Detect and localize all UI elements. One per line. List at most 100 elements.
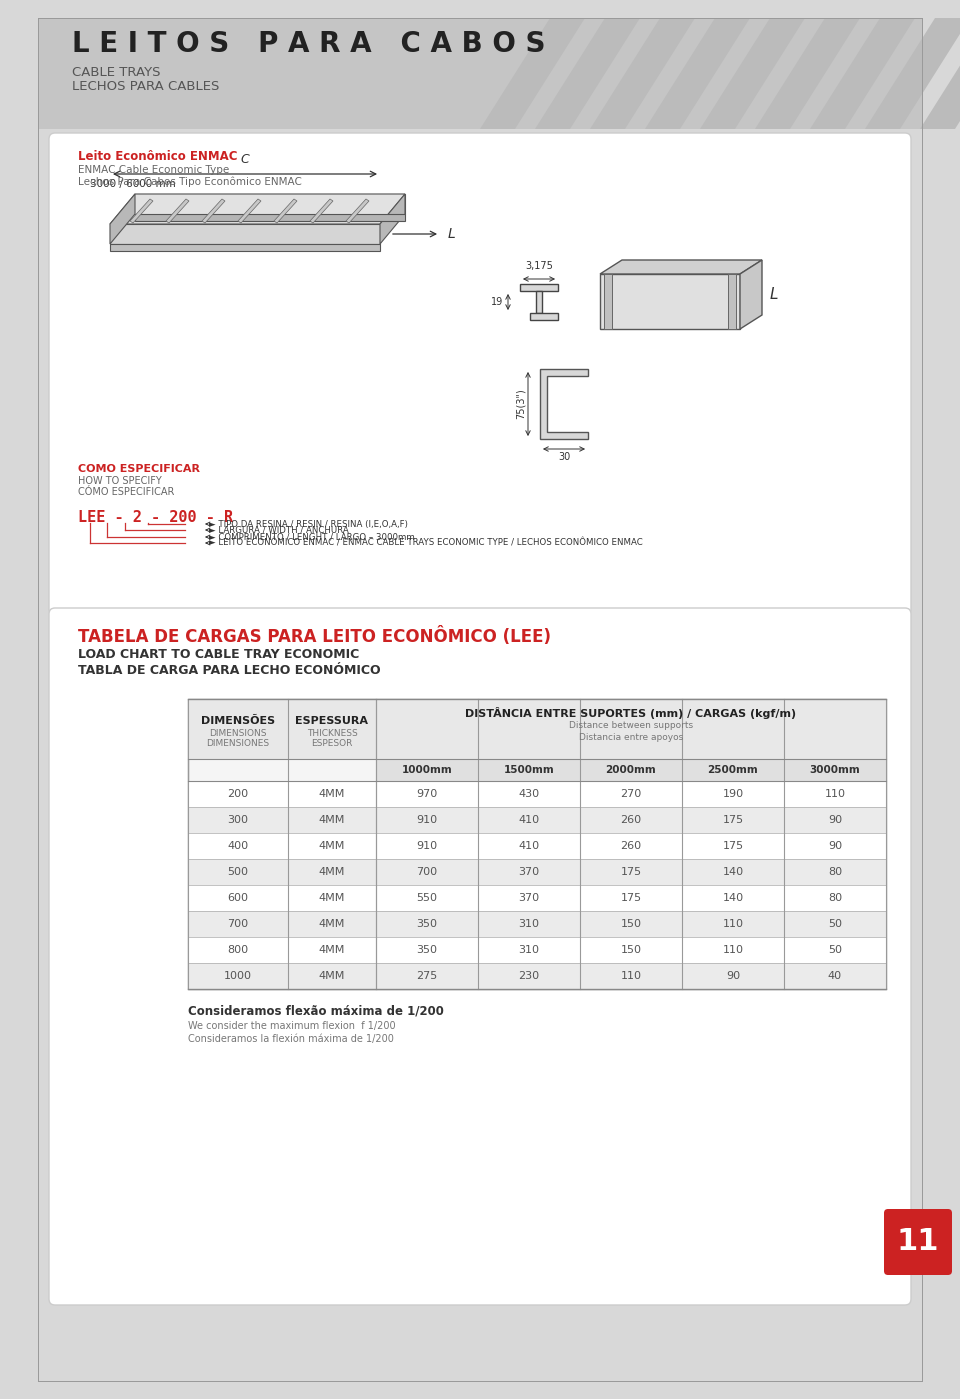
Text: 190: 190 — [723, 789, 744, 799]
Polygon shape — [700, 18, 805, 129]
Polygon shape — [728, 274, 736, 329]
Text: ► TIPO DA RESINA / RESIN / RESINA (I,E,O,A,F): ► TIPO DA RESINA / RESIN / RESINA (I,E,O… — [209, 519, 408, 529]
Polygon shape — [810, 18, 915, 129]
Text: 350: 350 — [417, 919, 438, 929]
Bar — [188, 781, 886, 807]
Polygon shape — [110, 224, 380, 243]
Text: 3000 / 6000 mm: 3000 / 6000 mm — [90, 179, 176, 189]
Text: DIMENSIONS: DIMENSIONS — [209, 729, 267, 737]
Text: 150: 150 — [620, 944, 641, 956]
Polygon shape — [540, 369, 588, 439]
Text: 4MM: 4MM — [319, 789, 346, 799]
Text: 4MM: 4MM — [319, 867, 346, 877]
Text: 4MM: 4MM — [319, 919, 346, 929]
Polygon shape — [166, 199, 189, 222]
Polygon shape — [135, 214, 405, 221]
Text: 1000: 1000 — [224, 971, 252, 981]
Text: 310: 310 — [518, 919, 540, 929]
Text: 110: 110 — [723, 944, 743, 956]
Text: 140: 140 — [723, 893, 744, 902]
Text: ESPESOR: ESPESOR — [311, 740, 352, 748]
Text: 910: 910 — [417, 841, 438, 851]
Polygon shape — [130, 199, 153, 222]
Text: 110: 110 — [825, 789, 846, 799]
Text: LECHOS PARA CABLES: LECHOS PARA CABLES — [72, 81, 220, 94]
Bar — [376, 760, 886, 781]
Text: Lechos Para Cabos Tipo Econômico ENMAC: Lechos Para Cabos Tipo Econômico ENMAC — [78, 176, 301, 187]
Text: 4MM: 4MM — [319, 893, 346, 902]
Text: 3000mm: 3000mm — [809, 765, 860, 775]
Text: 410: 410 — [518, 816, 540, 825]
Text: ► LARGURA / WIDTH / ANCHURA: ► LARGURA / WIDTH / ANCHURA — [209, 526, 348, 534]
Text: 910: 910 — [417, 816, 438, 825]
Text: 370: 370 — [518, 893, 540, 902]
Text: COMO ESPECIFICAR: COMO ESPECIFICAR — [78, 464, 200, 474]
Bar — [188, 937, 886, 963]
Text: ENMAC Cable Economic Type: ENMAC Cable Economic Type — [78, 165, 229, 175]
Polygon shape — [110, 194, 135, 243]
Text: 175: 175 — [723, 841, 744, 851]
Bar — [520, 284, 558, 291]
Text: TABELA DE CARGAS PARA LEITO ECONÔMICO (LEE): TABELA DE CARGAS PARA LEITO ECONÔMICO (L… — [78, 627, 551, 645]
Text: DIMENSÕES: DIMENSÕES — [201, 716, 276, 726]
Bar — [38, 18, 922, 129]
Text: 260: 260 — [620, 841, 641, 851]
Text: ► LEITO ECONÔMICO ENMAC / ENMAC CABLE TRAYS ECONOMIC TYPE / LECHOS ECONÔMICO ENM: ► LEITO ECONÔMICO ENMAC / ENMAC CABLE TR… — [209, 539, 643, 547]
Text: 11: 11 — [897, 1227, 939, 1256]
Text: 1500mm: 1500mm — [504, 765, 554, 775]
Polygon shape — [590, 18, 695, 129]
Text: 550: 550 — [417, 893, 438, 902]
Polygon shape — [755, 18, 860, 129]
Text: C: C — [241, 152, 250, 166]
Text: 1000mm: 1000mm — [401, 765, 452, 775]
Text: 4MM: 4MM — [319, 971, 346, 981]
Text: Consideramos la flexión máxima de 1/200: Consideramos la flexión máxima de 1/200 — [188, 1034, 394, 1044]
Polygon shape — [238, 199, 261, 222]
Polygon shape — [865, 18, 960, 129]
Text: L: L — [770, 287, 779, 302]
Text: LEE - 2 - 200 - R: LEE - 2 - 200 - R — [78, 509, 233, 525]
Polygon shape — [202, 199, 225, 222]
Text: 90: 90 — [828, 816, 842, 825]
Polygon shape — [604, 274, 612, 329]
Text: 4MM: 4MM — [319, 841, 346, 851]
Polygon shape — [920, 18, 960, 129]
Text: ESPESSURA: ESPESSURA — [296, 716, 369, 726]
Text: TABLA DE CARGA PARA LECHO ECONÓMICO: TABLA DE CARGA PARA LECHO ECONÓMICO — [78, 665, 380, 677]
Text: L E I T O S   P A R A   C A B O S: L E I T O S P A R A C A B O S — [72, 29, 545, 57]
Polygon shape — [380, 194, 405, 243]
Text: We consider the maximum flexion  f 1/200: We consider the maximum flexion f 1/200 — [188, 1021, 396, 1031]
Text: 19: 19 — [491, 297, 503, 306]
Bar — [530, 313, 558, 320]
Text: DIMENSIONES: DIMENSIONES — [206, 740, 270, 748]
FancyBboxPatch shape — [884, 1209, 952, 1274]
FancyBboxPatch shape — [49, 609, 911, 1305]
Bar — [188, 963, 886, 989]
Text: 800: 800 — [228, 944, 249, 956]
Text: 700: 700 — [228, 919, 249, 929]
Polygon shape — [600, 274, 740, 329]
Polygon shape — [110, 194, 405, 224]
Text: 4MM: 4MM — [319, 944, 346, 956]
Text: 3,175: 3,175 — [525, 262, 553, 271]
Text: Consideramos flexão máxima de 1/200: Consideramos flexão máxima de 1/200 — [188, 1004, 444, 1017]
Polygon shape — [110, 243, 380, 250]
Polygon shape — [740, 260, 762, 329]
Text: 370: 370 — [518, 867, 540, 877]
Text: 430: 430 — [518, 789, 540, 799]
Text: 80: 80 — [828, 893, 842, 902]
Text: 410: 410 — [518, 841, 540, 851]
Text: THICKNESS: THICKNESS — [306, 729, 357, 737]
Text: Distance between supports: Distance between supports — [569, 722, 693, 730]
Text: CÓMO ESPECIFICAR: CÓMO ESPECIFICAR — [78, 487, 175, 497]
Text: 350: 350 — [417, 944, 438, 956]
Text: 500: 500 — [228, 867, 249, 877]
Text: 400: 400 — [228, 841, 249, 851]
Text: 700: 700 — [417, 867, 438, 877]
Text: 50: 50 — [828, 944, 842, 956]
Polygon shape — [600, 260, 762, 274]
Text: 230: 230 — [518, 971, 540, 981]
Text: L: L — [448, 227, 456, 241]
Text: 50: 50 — [828, 919, 842, 929]
Text: 140: 140 — [723, 867, 744, 877]
